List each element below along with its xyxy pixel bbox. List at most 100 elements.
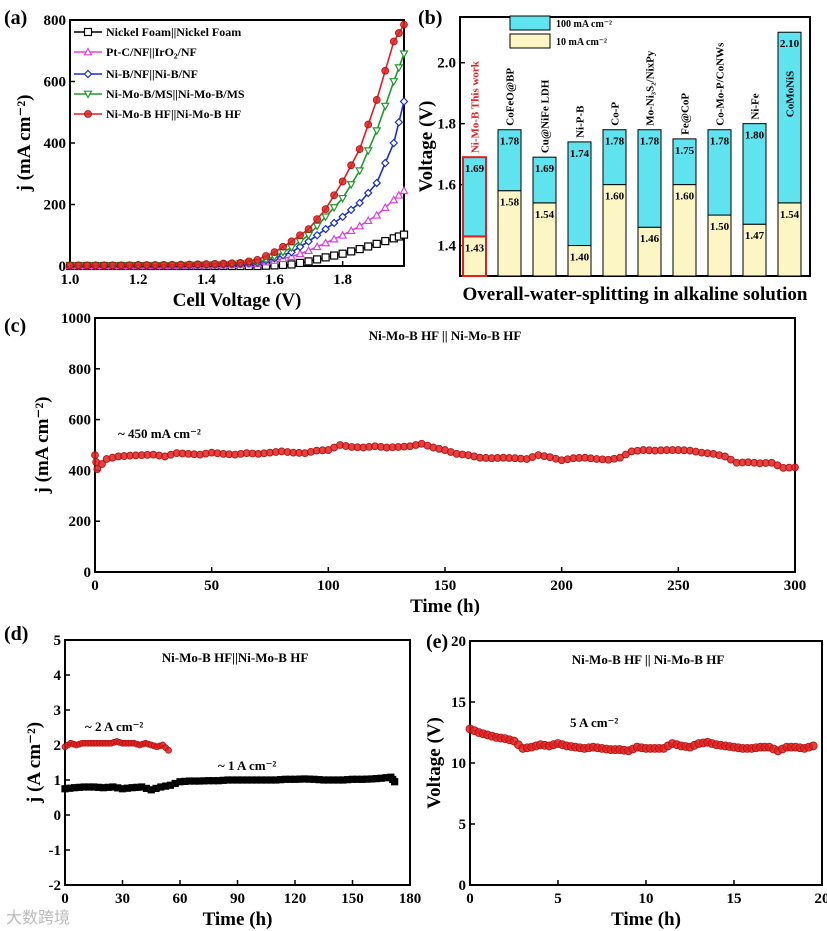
data-point — [287, 237, 296, 246]
data-point — [176, 260, 185, 269]
legend-marker — [83, 27, 93, 37]
data-point — [134, 261, 143, 269]
data-point — [108, 261, 117, 270]
bar-value-label: 1.75 — [675, 145, 695, 157]
legend-label: Nickel Foam||Nickel Foam — [106, 25, 241, 39]
data-point — [399, 50, 409, 59]
data-point — [791, 463, 799, 472]
data-point — [321, 213, 331, 222]
annotation: 5 A cm⁻² — [570, 715, 618, 730]
data-point — [313, 215, 321, 224]
category-label: Co-Mo-P/CoNWs — [715, 42, 727, 126]
x-tick-label: 10 — [639, 891, 654, 907]
y-tick-label: 600 — [44, 75, 67, 91]
y-tick-label: 5 — [54, 633, 62, 649]
x-tick-label: 120 — [284, 891, 307, 907]
y-tick-label: 1.6 — [437, 178, 456, 194]
x-tick-label: 20 — [815, 891, 827, 907]
bar-value-label: 1.74 — [570, 148, 590, 160]
y-tick-label: 2 — [54, 738, 62, 754]
data-point — [380, 158, 390, 168]
data-point — [295, 248, 305, 258]
x-axis-title: Overall-water-splitting in alkaline solu… — [463, 284, 808, 305]
legend-marker — [83, 90, 93, 99]
data-point — [287, 260, 296, 269]
data-point — [338, 212, 348, 222]
y-tick-label: 15 — [451, 695, 466, 711]
x-tick-label: 200 — [550, 578, 573, 594]
data-point — [253, 255, 262, 264]
x-tick-label: 150 — [434, 578, 457, 594]
plot-frame — [94, 317, 796, 573]
x-tick-label: 150 — [341, 891, 364, 907]
x-axis-title: Time (h) — [410, 596, 480, 617]
data-point — [347, 161, 356, 170]
y-tick-label: 200 — [44, 198, 67, 214]
bar-100mA — [742, 123, 767, 225]
data-point — [321, 224, 330, 234]
bar-value-label: 1.78 — [640, 136, 660, 148]
category-label: Co-P — [610, 102, 622, 126]
data-point — [338, 249, 347, 258]
data-point — [381, 236, 390, 246]
x-axis-title: Time (h) — [203, 909, 273, 930]
data-point — [399, 230, 409, 239]
data-point — [363, 147, 373, 156]
legend-label: Ni-Mo-B HF||Ni-Mo-B HF — [106, 107, 241, 121]
panel-label: (c) — [4, 315, 26, 337]
bar-value-label: 1.47 — [745, 230, 765, 242]
data-point — [312, 242, 322, 251]
annotation: ~ 1 A cm⁻² — [218, 758, 276, 773]
legend-label: Pt-C/NF||IrO₂/NF — [106, 45, 197, 59]
data-point — [394, 117, 404, 127]
bar-value-label: 1.69 — [465, 163, 485, 175]
data-point — [329, 218, 339, 228]
plot-frame — [469, 640, 823, 886]
data-point — [142, 261, 151, 269]
data-point — [295, 242, 305, 252]
x-tick-label: 5 — [554, 891, 562, 907]
bar-value-label: 1.60 — [605, 191, 625, 203]
panel-label: (b) — [418, 7, 442, 29]
bar-value-label: 1.80 — [745, 130, 765, 142]
x-axis-title: Time (h) — [611, 909, 681, 930]
legend-swatch-10mA — [509, 33, 551, 49]
data-point — [125, 261, 134, 270]
category-label: CoFeO@BP — [505, 68, 517, 126]
y-tick-label: 600 — [69, 413, 92, 429]
x-tick-label: 1.8 — [333, 272, 352, 288]
x-tick-label: 180 — [399, 891, 422, 907]
data-point — [338, 230, 348, 239]
panel-label: (a) — [4, 7, 27, 29]
data-point — [346, 225, 356, 235]
data-point — [380, 102, 390, 111]
bar-value-label: 1.78 — [710, 136, 730, 148]
y-axis-title: Voltage (V) — [416, 101, 437, 193]
data-point — [364, 242, 373, 251]
data-point — [227, 259, 236, 268]
x-tick-label: 300 — [784, 578, 807, 594]
data-point — [347, 247, 356, 256]
legend-swatch-100mA — [509, 15, 551, 31]
y-tick-label: 4 — [54, 668, 62, 684]
y-tick-label: 0 — [54, 808, 62, 824]
x-tick-label: 0 — [61, 891, 69, 907]
data-point — [168, 260, 177, 269]
x-tick-label: 1.4 — [197, 272, 216, 288]
data-point — [355, 198, 365, 208]
data-point — [83, 261, 91, 270]
data-point — [330, 251, 339, 260]
category-label: Fe@CoP — [680, 93, 692, 135]
y-tick-label: -2 — [49, 878, 62, 894]
legend-label: 100 mA cm⁻² — [556, 19, 612, 30]
bar-100mA — [567, 141, 592, 247]
data-point — [91, 451, 99, 460]
data-point — [346, 181, 356, 190]
data-point — [391, 778, 399, 786]
y-tick-label: 20 — [451, 634, 466, 650]
annotation: ~ 2 A cm⁻² — [85, 719, 143, 734]
data-point — [262, 252, 270, 260]
category-label: CoMoNiS — [785, 71, 797, 117]
x-tick-label: 15 — [727, 891, 742, 907]
data-point — [364, 120, 373, 129]
